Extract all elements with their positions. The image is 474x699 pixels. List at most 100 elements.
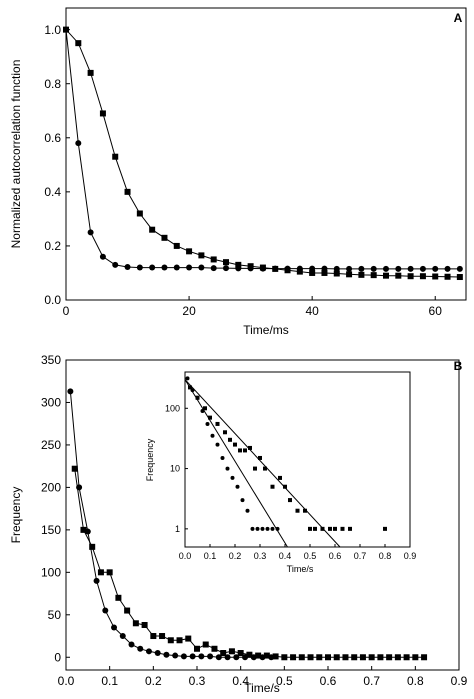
- panel-b-square-series-point: [80, 526, 87, 533]
- panel-b-square-series-point: [159, 633, 166, 640]
- inset-circle-series-point: [235, 484, 240, 489]
- inset-xtick-label: 0.8: [379, 551, 392, 561]
- panel-b-xtick-label: 0.7: [363, 674, 380, 688]
- inset-square-series-point: [228, 437, 232, 442]
- panel-a-square-series-point: [309, 269, 316, 276]
- inset-circle-series-point: [250, 526, 255, 531]
- panel-b-xtick-label: 0.8: [407, 674, 424, 688]
- inset-xtick-label: 0.2: [229, 551, 242, 561]
- panel-a-circle-series-point: [321, 265, 328, 272]
- panel-b-square-series-point: [298, 654, 305, 661]
- panel-b-square-series-point: [263, 652, 270, 659]
- panel-a-square-series-line: [65, 29, 460, 278]
- panel-a-circle-series-point: [456, 265, 463, 272]
- panel-a-circle-series-point: [210, 265, 217, 272]
- panel-a-square-series-point: [346, 271, 353, 278]
- inset-xtick-label: 0.9: [404, 551, 417, 561]
- panel-a-ytick-label: 0.8: [44, 77, 61, 91]
- inset-circle-series-point: [230, 475, 235, 480]
- panel-b-xtick-label: 0.0: [58, 674, 75, 688]
- inset-square-series-point: [328, 526, 332, 531]
- panel-a-circle-series-point: [383, 265, 389, 272]
- inset-square-series-point: [215, 421, 220, 426]
- inset-xtick-label: 0.5: [304, 551, 317, 561]
- panel-a-square-series-point: [186, 248, 193, 255]
- panel-a-square-series-point: [383, 272, 389, 279]
- panel-b-square-series-point: [106, 569, 113, 576]
- panel-a-square-series-point: [235, 261, 242, 268]
- inset-square-series-point: [348, 526, 352, 531]
- panel-b-square-series-point: [359, 654, 366, 661]
- panel-a-square-series-point: [456, 274, 463, 281]
- panel-a-square-series-point: [87, 69, 94, 76]
- inset-xtick-label: 0.0: [179, 551, 192, 561]
- panel-b-circle-series-point: [145, 648, 152, 655]
- panel-b-circle-series-point: [84, 528, 91, 535]
- panel-a-circle-series-point: [432, 265, 439, 272]
- panel-b-square-series-point: [377, 654, 384, 661]
- inset-circle-series-point: [260, 526, 265, 531]
- inset-circle-series-point: [190, 388, 195, 393]
- panel-a-ytick-label: 0.4: [44, 185, 61, 199]
- inset-ytick-label: 10: [170, 464, 180, 474]
- panel-a-circle-series-point: [99, 253, 106, 260]
- panel-b-xtick-label: 0.4: [232, 674, 249, 688]
- panel-a-circle-series-point: [272, 265, 279, 272]
- panel-b-square-series-point: [132, 620, 139, 627]
- panel-a-square-series-point: [99, 110, 106, 117]
- panel-b-ytick-label: 250: [41, 438, 61, 452]
- inset-square-series-point: [308, 526, 312, 531]
- panel-a-ticks: 0 20 40 60 0.0 0.2 0.4 0.6 0.8 1.0: [44, 23, 442, 318]
- inset-square-series-point: [203, 406, 207, 411]
- inset-circle-series-point: [220, 455, 225, 460]
- inset-square-series-point: [278, 475, 282, 480]
- panel-b-circle-series-point: [119, 633, 126, 640]
- panel-b-circle-series-point: [102, 607, 109, 614]
- inset-xtick-label: 0.6: [329, 551, 342, 561]
- inset-square-series-point: [295, 508, 300, 513]
- panel-a-circle-series-point: [173, 264, 180, 271]
- inset-xtick-label: 0.1: [204, 551, 217, 561]
- inset-circle-series-point: [195, 396, 200, 401]
- inset-circle-series-point: [225, 466, 230, 471]
- inset-circle-series-point: [275, 526, 280, 531]
- panel-b-circle-series-point: [224, 654, 231, 661]
- panel-a-circle-series-point: [333, 265, 340, 272]
- inset-circle-series-point: [255, 526, 260, 531]
- panel-b-ytick-label: 200: [41, 481, 61, 495]
- inset-ylabel: Frequency: [145, 438, 155, 481]
- panel-a-ytick-label: 0.0: [44, 293, 61, 307]
- panel-a-circle-series-point: [149, 264, 156, 271]
- panel-b-square-series-point: [351, 654, 358, 661]
- panel-b-circle-series-point: [215, 654, 222, 661]
- panel-a-square-series-point: [321, 269, 328, 276]
- panel-a-square-series-point: [124, 188, 131, 195]
- panel-a-circle-series-point: [186, 264, 193, 271]
- inset-square-series-point: [258, 455, 262, 460]
- panel-a-circle-series-point: [87, 229, 94, 236]
- panel-b-circle-series-point: [268, 654, 275, 661]
- panel-a-xlabel: Time/ms: [243, 323, 289, 337]
- panel-b-square-series-point: [89, 543, 96, 550]
- panel-b-square-series-point: [421, 654, 428, 661]
- panel-b-ytick-label: 300: [41, 396, 61, 410]
- panel-b-square-series-point: [412, 654, 419, 661]
- panel-a-series: [63, 26, 463, 281]
- panel-a-circle-series-point: [296, 265, 303, 272]
- panel-b-square-series-point: [333, 654, 340, 661]
- panel-a-circle-series-point: [124, 264, 131, 271]
- panel-b-square-series-point: [150, 633, 157, 640]
- inset-square-series-point: [383, 526, 387, 531]
- panel-a-ytick-label: 0.2: [44, 239, 61, 253]
- inset-square-series-point: [313, 526, 317, 531]
- panel-a-square-series-point: [395, 272, 402, 279]
- inset-square-series-point: [288, 498, 292, 503]
- inset-square-series-point: [270, 484, 275, 489]
- inset-circle-series-point: [245, 508, 250, 513]
- inset-ytick-label: 100: [165, 403, 180, 413]
- inset-square-series-point: [303, 508, 307, 513]
- panel-a-circle-series-point: [284, 265, 291, 272]
- panel-b-ytick-label: 50: [48, 608, 62, 622]
- panel-b-square-series-point: [185, 635, 192, 642]
- panel-b-xlabel: Time/s: [244, 681, 280, 695]
